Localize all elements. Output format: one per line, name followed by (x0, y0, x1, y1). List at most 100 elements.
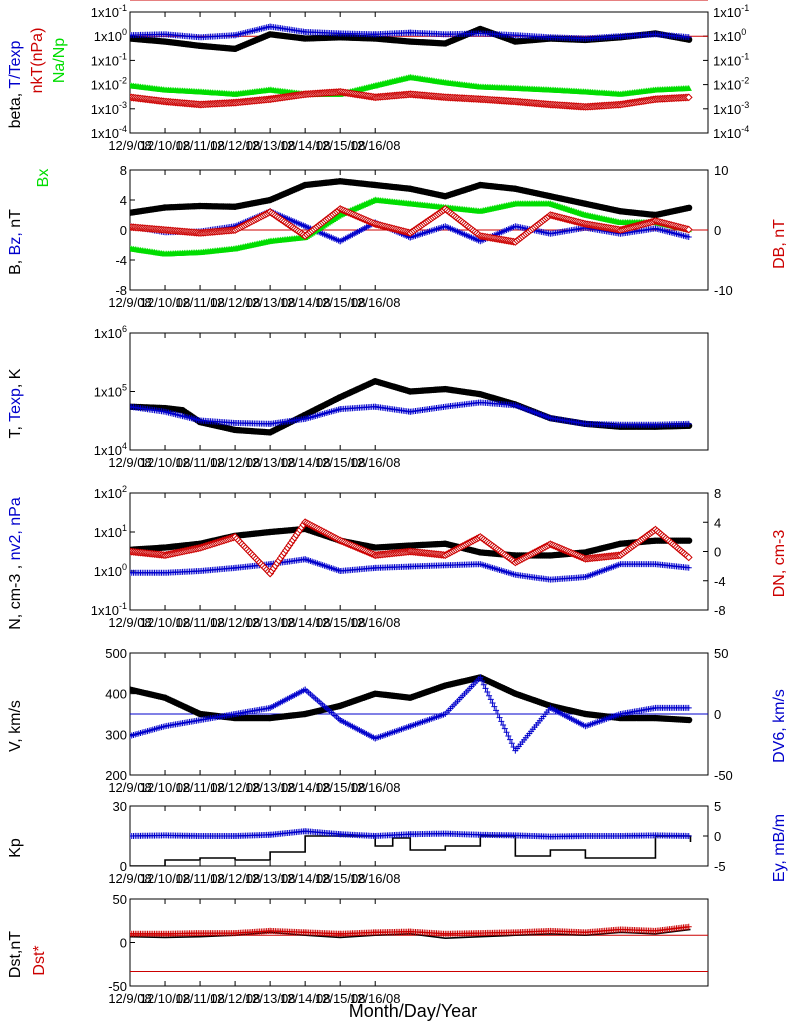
y2-tick-label: 5 (714, 799, 721, 814)
axis-title-part: DN, cm-3 (771, 530, 788, 598)
axis-title-part: Na/Np (51, 38, 68, 83)
y-tick-label: 0 (120, 859, 127, 874)
data-point (479, 678, 486, 685)
series-blue (130, 556, 692, 583)
x-tick-label: 12/13/08 (245, 780, 296, 795)
x-tick-label: 12/12/08 (210, 780, 261, 795)
x-tick-label: 12/15/08 (315, 455, 366, 470)
data-point (685, 84, 692, 91)
axis-title-part: Bz, (7, 228, 24, 256)
y2-tick-label: 1x10-3 (713, 100, 749, 117)
y2-tick-label: 1x100 (713, 27, 746, 44)
x-tick-label: 12/11/08 (175, 295, 225, 310)
y-tick-label: 8 (120, 163, 127, 178)
panel-beta: 12/9/0812/10/0812/11/0812/12/0812/13/081… (7, 3, 749, 153)
series-blue (130, 399, 692, 428)
y-axis-title-3: Bx (35, 169, 52, 188)
x-tick-label: 12/11/08 (175, 138, 225, 153)
data-point (482, 685, 489, 692)
y2-tick-label: 50 (714, 646, 728, 661)
x-tick-label: 12/15/08 (315, 615, 366, 630)
x-tick-label: 12/11/08 (175, 615, 225, 630)
x-tick-label: 12/14/08 (280, 455, 331, 470)
data-point (503, 729, 510, 736)
y-tick-label: 0 (120, 223, 127, 238)
data-point (685, 716, 693, 724)
y2-tick-label: -5 (714, 859, 726, 874)
y2-tick-label: 1x10-1 (713, 51, 749, 68)
y-axis-title-3: Na/Np (51, 38, 68, 83)
x-tick-label: 12/10/08 (140, 871, 191, 886)
y2-tick-label: 8 (714, 486, 721, 501)
data-point (505, 732, 512, 739)
x-tick-label: 12/14/08 (280, 295, 331, 310)
axis-title-part: DB, nT (771, 219, 788, 269)
axis-title-part: DV6, km/s (771, 689, 788, 763)
x-tick-label: 12/16/08 (350, 871, 401, 886)
y-tick-label: 1x10-1 (91, 601, 127, 618)
y-tick-label: 1x105 (94, 383, 127, 400)
x-tick-label: 12/16/08 (350, 455, 401, 470)
x-tick-label: 12/9/08 (108, 780, 151, 795)
x-tick-label: 12/13/08 (245, 455, 296, 470)
x-tick-label: 12/12/08 (210, 295, 261, 310)
data-point (685, 564, 692, 571)
x-tick-label: 12/16/08 (350, 138, 401, 153)
y2-tick-label: 0 (714, 545, 721, 560)
y-tick-label: 1x10-4 (91, 124, 127, 141)
series-black (130, 674, 693, 724)
data-point (685, 420, 692, 427)
series-black (130, 25, 693, 53)
x-tick-label: 12/16/08 (350, 780, 401, 795)
data-point (685, 234, 692, 241)
x-tick-label: 12/12/08 (210, 871, 261, 886)
y-tick-label: 1x101 (94, 523, 127, 540)
y-axis-title-2: DV6, km/s (771, 689, 788, 763)
data-point (685, 704, 692, 711)
y-tick-label: 200 (105, 768, 127, 783)
y2-tick-label: 1x10-4 (713, 124, 749, 141)
data-point (489, 700, 496, 707)
y-tick-label: 1x104 (94, 441, 127, 458)
y-tick-label: 1x100 (94, 27, 127, 44)
x-tick-label: 12/14/08 (280, 871, 331, 886)
y-tick-label: 1x10-2 (91, 76, 127, 93)
data-point (477, 674, 484, 681)
data-point (508, 740, 515, 747)
x-tick-label: 12/15/08 (315, 871, 366, 886)
axis-title-part: beta, (7, 89, 24, 129)
y2-tick-label: -10 (714, 283, 733, 298)
x-tick-label: 12/15/08 (315, 138, 366, 153)
data-point (484, 689, 491, 696)
x-tick-label: 12/14/08 (280, 780, 331, 795)
series-line (130, 835, 692, 866)
x-tick-label: 12/10/08 (140, 455, 191, 470)
series-black (130, 377, 693, 436)
y-tick-label: 1x100 (94, 562, 127, 579)
series-red (130, 518, 693, 578)
panel-temperature: 12/9/0812/10/0812/11/0812/12/0812/13/081… (7, 324, 709, 470)
axis-title-part: , K (7, 368, 24, 388)
data-point (685, 537, 693, 544)
data-point (491, 703, 498, 710)
series-red (130, 87, 693, 111)
panel-kp: 12/9/0812/10/0812/11/0812/12/0812/13/081… (7, 799, 788, 886)
series-blue (130, 828, 692, 840)
data-point (500, 721, 507, 728)
data-point (501, 725, 508, 732)
panel-magnetic-field: 12/9/0812/10/0812/11/0812/12/0812/13/081… (7, 163, 788, 310)
panel-density: 12/9/0812/10/0812/11/0812/12/0812/13/081… (7, 0, 788, 630)
data-point (480, 681, 487, 688)
x-tick-label: 12/16/08 (350, 615, 401, 630)
x-tick-label: 12/16/08 (350, 295, 401, 310)
data-point (487, 696, 494, 703)
axis-title-part: nkT(nPa) (29, 28, 46, 94)
series-black (130, 178, 693, 219)
y2-tick-label: 10 (714, 163, 728, 178)
axis-title-part: T, (7, 422, 24, 439)
x-tick-label: 12/11/08 (175, 871, 225, 886)
y2-tick-label: -50 (714, 768, 733, 783)
axis-title-part: Bx (35, 169, 52, 188)
x-tick-label: 12/10/08 (140, 295, 191, 310)
